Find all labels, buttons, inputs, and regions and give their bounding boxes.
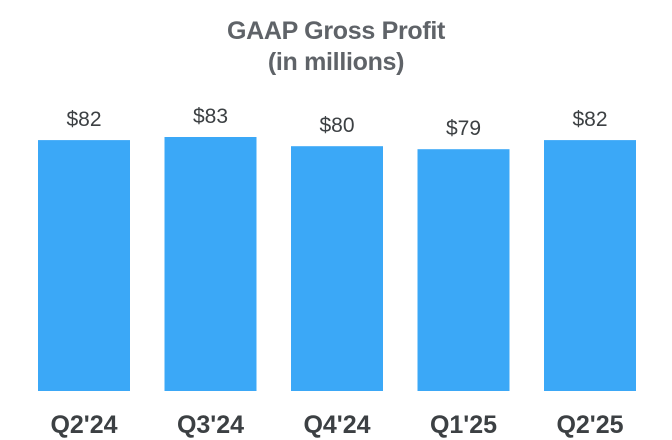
chart-subtitle: (in millions) — [267, 48, 405, 76]
value-label: $79 — [446, 117, 481, 140]
bar-q324 — [164, 137, 257, 391]
value-label: $80 — [319, 114, 354, 137]
value-label: $82 — [572, 108, 607, 131]
value-label: $83 — [193, 105, 228, 128]
bar-q424 — [291, 146, 383, 391]
value-label: $82 — [66, 108, 101, 131]
bar-q225 — [544, 140, 636, 391]
chart-title: GAAP Gross Profit — [226, 17, 446, 45]
category-label: Q1'25 — [430, 411, 497, 439]
bar-q224 — [38, 140, 130, 391]
bar-q125 — [417, 149, 510, 391]
category-label: Q4'24 — [303, 411, 370, 439]
category-label: Q2'25 — [556, 411, 623, 439]
category-label: Q2'24 — [50, 411, 117, 439]
category-label: Q3'24 — [177, 411, 244, 439]
